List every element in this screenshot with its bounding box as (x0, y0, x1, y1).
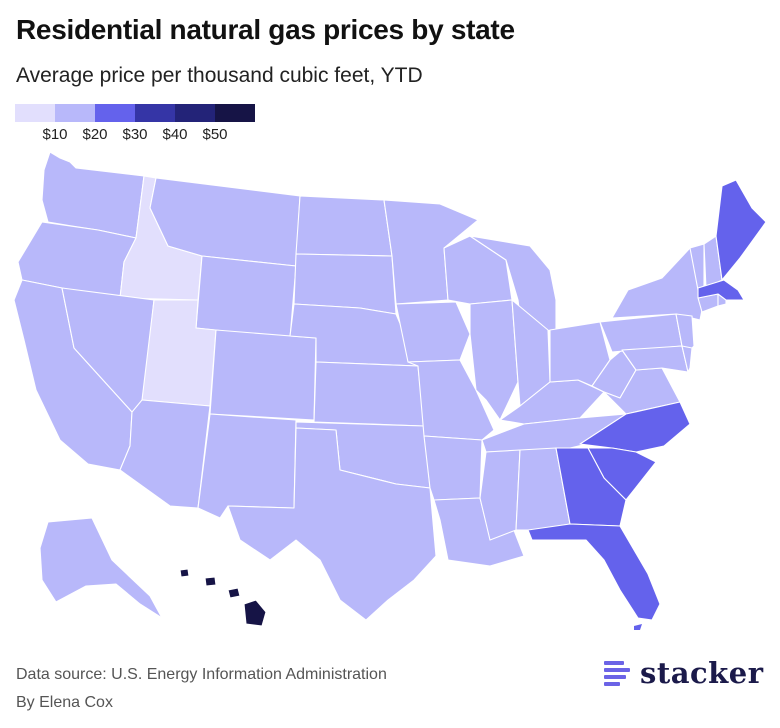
state-florida (527, 523, 661, 621)
state-delaware (681, 345, 693, 373)
stacker-logo-icon (604, 659, 630, 687)
legend-labels: $10 $20 $30 $40 $50 (15, 122, 257, 146)
state-hawaii-oahu (204, 576, 217, 587)
legend-swatch-3 (135, 104, 175, 122)
legend-swatch-4 (175, 104, 215, 122)
state-alaska (39, 517, 163, 619)
legend-tick-label: $50 (202, 126, 228, 143)
state-north-dakota (295, 195, 393, 257)
state-hawaii-big-island (243, 599, 267, 627)
state-maryland (621, 345, 689, 373)
state-texas (227, 427, 437, 621)
state-arkansas (423, 435, 483, 501)
page-title: Residential natural gas prices by state (16, 14, 515, 45)
page-subtitle: Average price per thousand cubic feet, Y… (16, 64, 423, 87)
state-kansas (313, 361, 425, 427)
legend-swatch-5 (215, 104, 255, 122)
state-hawaii-maui (227, 587, 241, 599)
state-maine (715, 179, 767, 281)
state-massachusetts (697, 279, 745, 301)
state-iowa (395, 301, 471, 363)
us-state-map (13, 151, 767, 630)
legend-swatch-0 (15, 104, 55, 122)
legend-swatch-2 (95, 104, 135, 122)
state-wyoming (195, 255, 297, 339)
state-mississippi (479, 449, 521, 541)
legend-swatch-1 (55, 104, 95, 122)
data-source: Data source: U.S. Energy Information Adm… (16, 666, 387, 683)
state-new-york (611, 247, 705, 321)
author-byline: By Elena Cox (16, 694, 113, 711)
state-missouri (407, 359, 495, 441)
color-legend: $10 $20 $30 $40 $50 (15, 104, 257, 146)
legend-tick-label: $20 (82, 126, 108, 143)
legend-tick-label: $10 (42, 126, 68, 143)
stacker-logo: stacker (604, 656, 764, 690)
state-florida-keys (634, 624, 642, 630)
state-new-mexico (197, 413, 297, 519)
legend-tick-label: $40 (162, 126, 188, 143)
state-hawaii-kauai (179, 568, 190, 578)
state-colorado (209, 329, 317, 421)
legend-tick-label: $30 (122, 126, 148, 143)
stacker-logo-text: stacker (640, 656, 764, 690)
state-arizona (119, 399, 211, 509)
legend-swatches (15, 104, 257, 122)
